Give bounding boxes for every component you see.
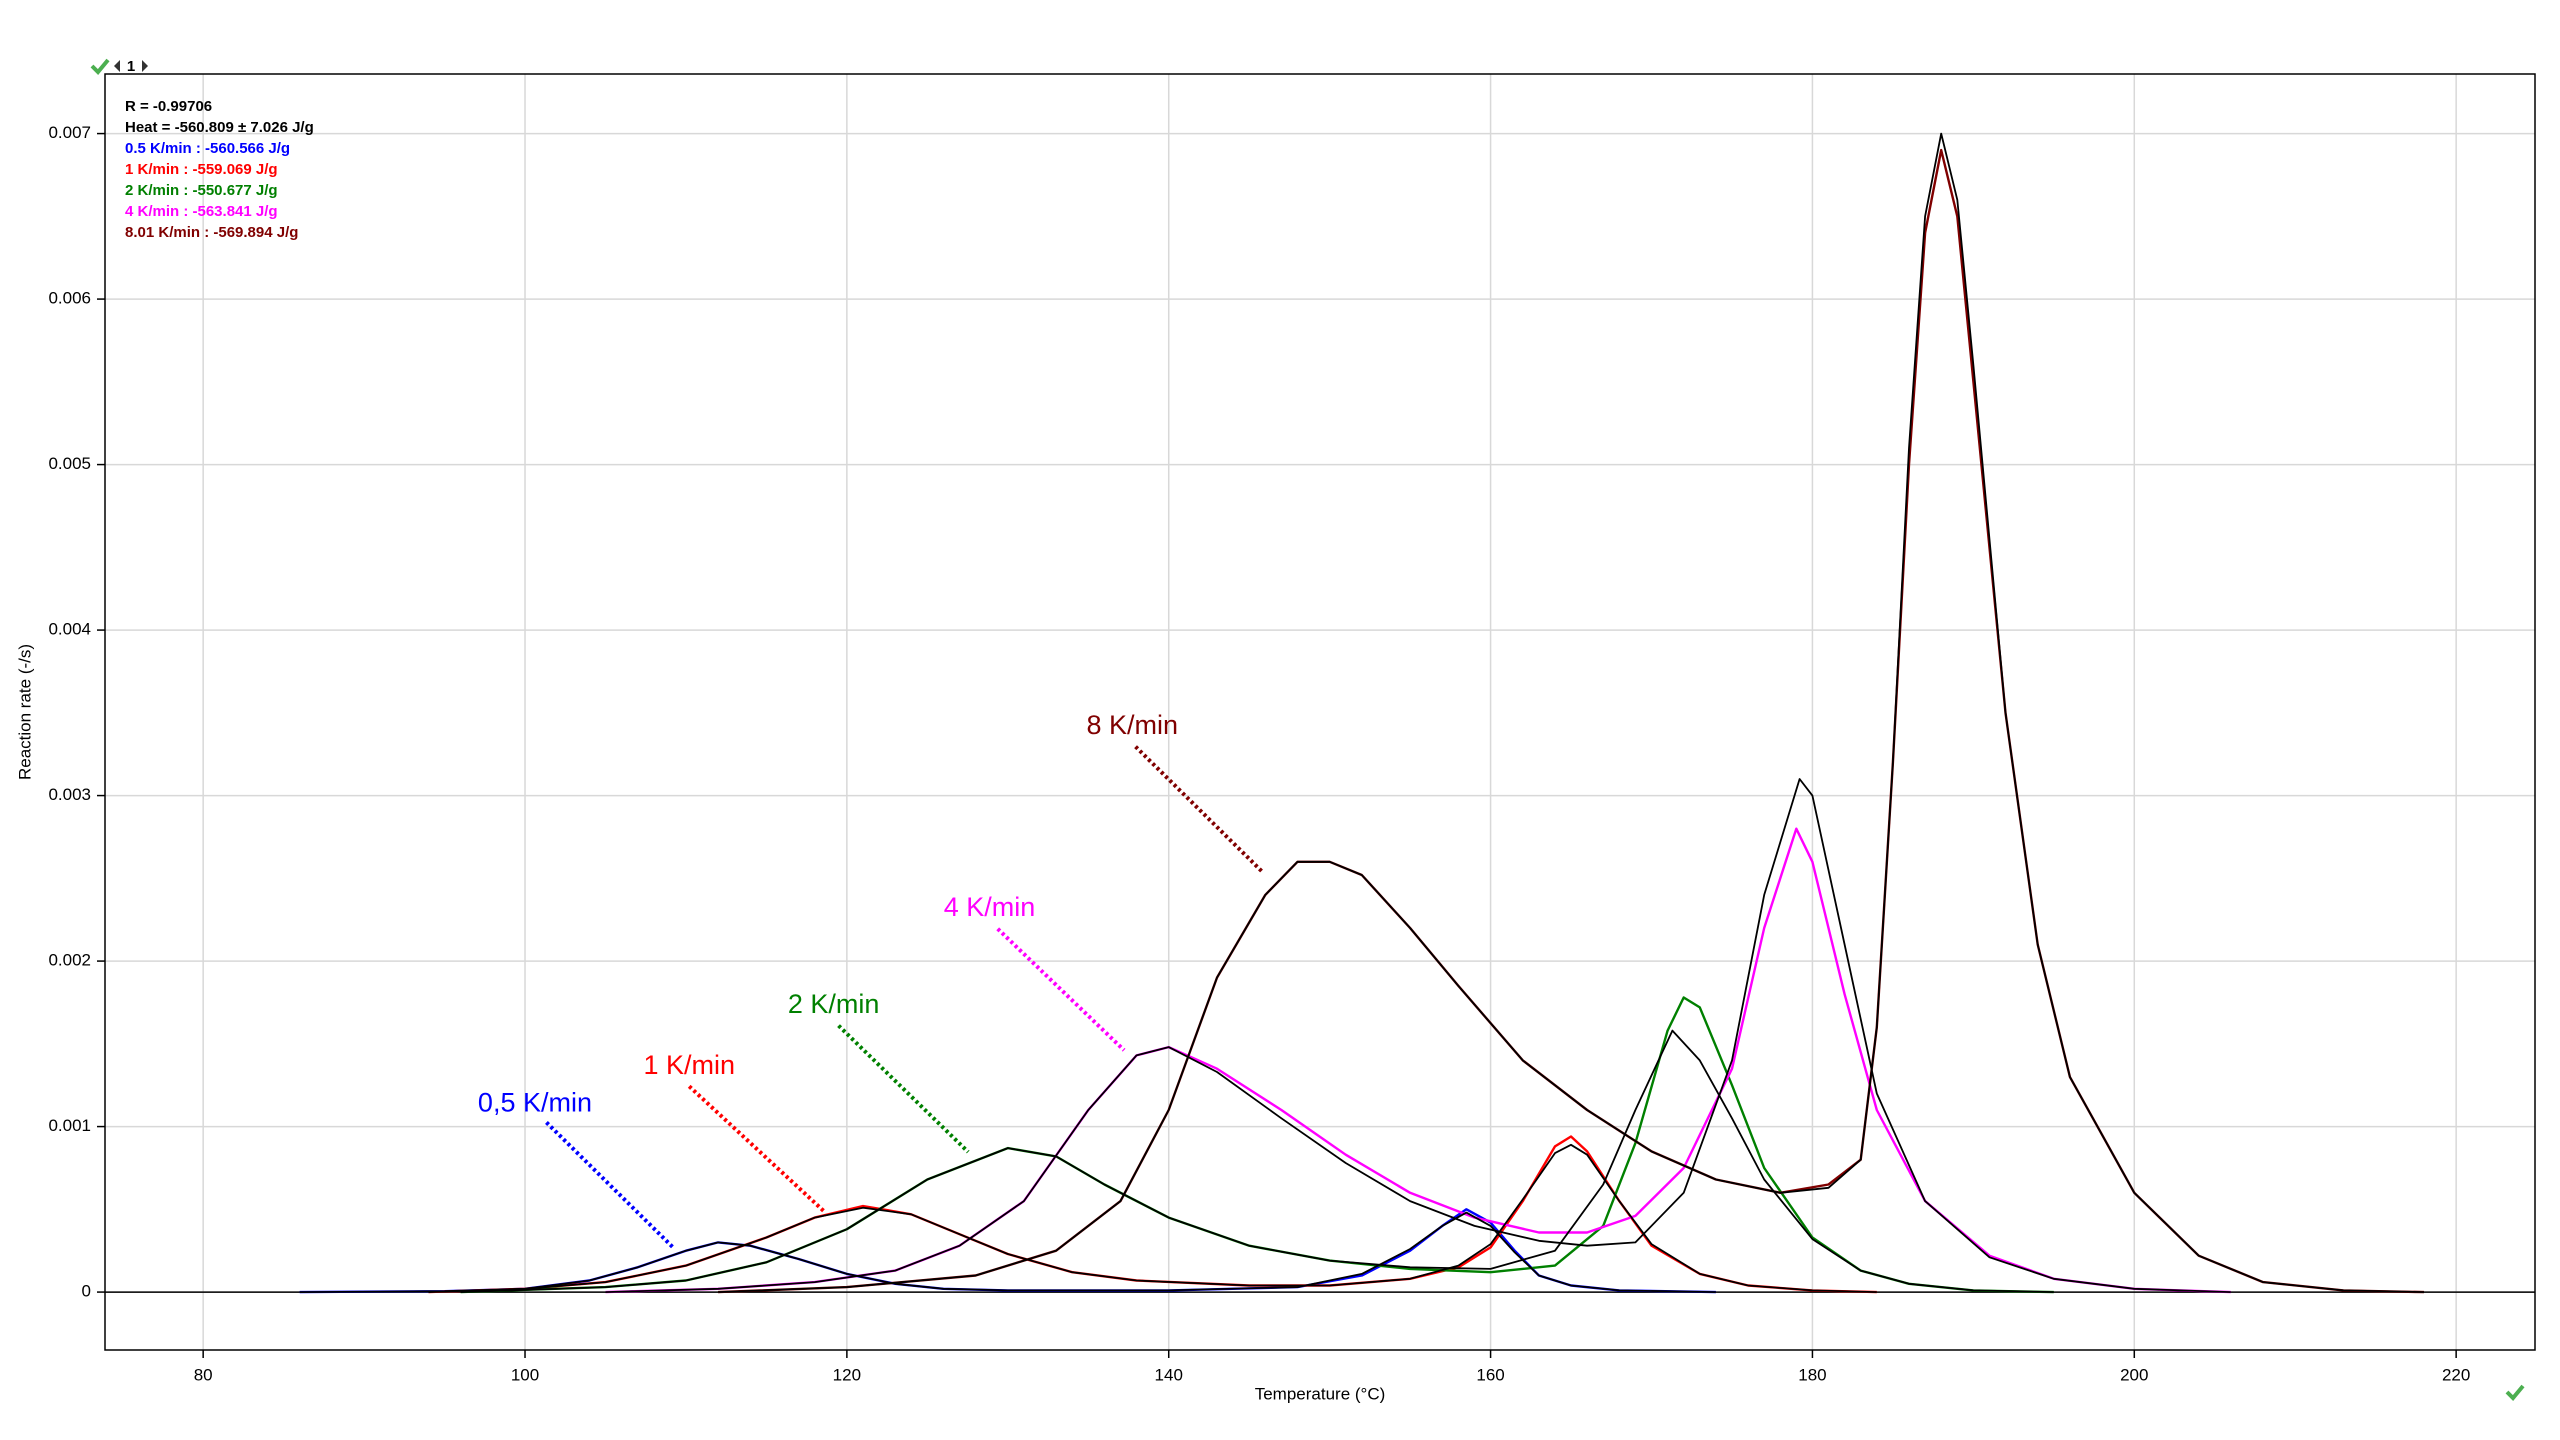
x-tick-label: 100 bbox=[511, 1365, 539, 1384]
annotation: 2 K/min bbox=[788, 989, 880, 1019]
series-line bbox=[460, 1029, 2054, 1293]
legend-entry: 8.01 K/min : -569.894 J/g bbox=[125, 224, 298, 241]
series-line bbox=[299, 1211, 1716, 1293]
annotation: 0,5 K/min bbox=[478, 1088, 592, 1118]
annotation-pointer bbox=[837, 1024, 970, 1154]
y-tick-label: 0.002 bbox=[48, 951, 91, 970]
x-tick-label: 120 bbox=[833, 1365, 861, 1384]
annotation-pointer bbox=[687, 1084, 826, 1213]
next-icon[interactable] bbox=[142, 60, 148, 72]
annotation: 4 K/min bbox=[944, 892, 1036, 922]
y-tick-label: 0.003 bbox=[48, 785, 91, 804]
y-tick-label: 0.001 bbox=[48, 1116, 91, 1135]
series-line bbox=[605, 778, 2231, 1293]
y-axis-label: Reaction rate (-/s) bbox=[15, 644, 34, 780]
toolbar: 1 bbox=[90, 58, 148, 75]
x-tick-label: 140 bbox=[1155, 1365, 1183, 1384]
status-icon bbox=[2505, 1384, 2525, 1401]
x-axis-label: Temperature (°C) bbox=[1255, 1384, 1386, 1403]
x-tick-label: 180 bbox=[1798, 1365, 1826, 1384]
series-line bbox=[428, 1143, 1877, 1293]
legend-entry: 2 K/min : -550.677 J/g bbox=[125, 182, 278, 199]
annotation: 8 K/min bbox=[1087, 710, 1179, 740]
prev-icon[interactable] bbox=[114, 60, 120, 72]
y-tick-label: 0 bbox=[82, 1282, 91, 1301]
legend-entry: 1 K/min : -559.069 J/g bbox=[125, 161, 278, 178]
legend-entry: 4 K/min : -563.841 J/g bbox=[125, 203, 278, 220]
x-tick-label: 80 bbox=[194, 1365, 213, 1384]
annotation-pointer bbox=[996, 927, 1126, 1052]
page-number: 1 bbox=[127, 58, 135, 75]
y-tick-label: 0.007 bbox=[48, 123, 91, 142]
note: R = -0.99706 bbox=[125, 98, 212, 115]
legend-entry: 0.5 K/min : -560.566 J/g bbox=[125, 140, 290, 157]
series-line bbox=[718, 132, 2425, 1293]
x-tick-label: 220 bbox=[2442, 1365, 2470, 1384]
x-tick-label: 200 bbox=[2120, 1365, 2148, 1384]
plot-frame bbox=[104, 73, 2536, 1351]
x-tick-label: 160 bbox=[1476, 1365, 1504, 1384]
check-icon[interactable] bbox=[90, 58, 110, 75]
note: Heat = -560.809 ± 7.026 J/g bbox=[125, 119, 314, 136]
annotation: 1 K/min bbox=[643, 1050, 735, 1080]
y-tick-label: 0.005 bbox=[48, 454, 91, 473]
y-tick-label: 0.006 bbox=[48, 289, 91, 308]
y-tick-label: 0.004 bbox=[48, 620, 91, 639]
